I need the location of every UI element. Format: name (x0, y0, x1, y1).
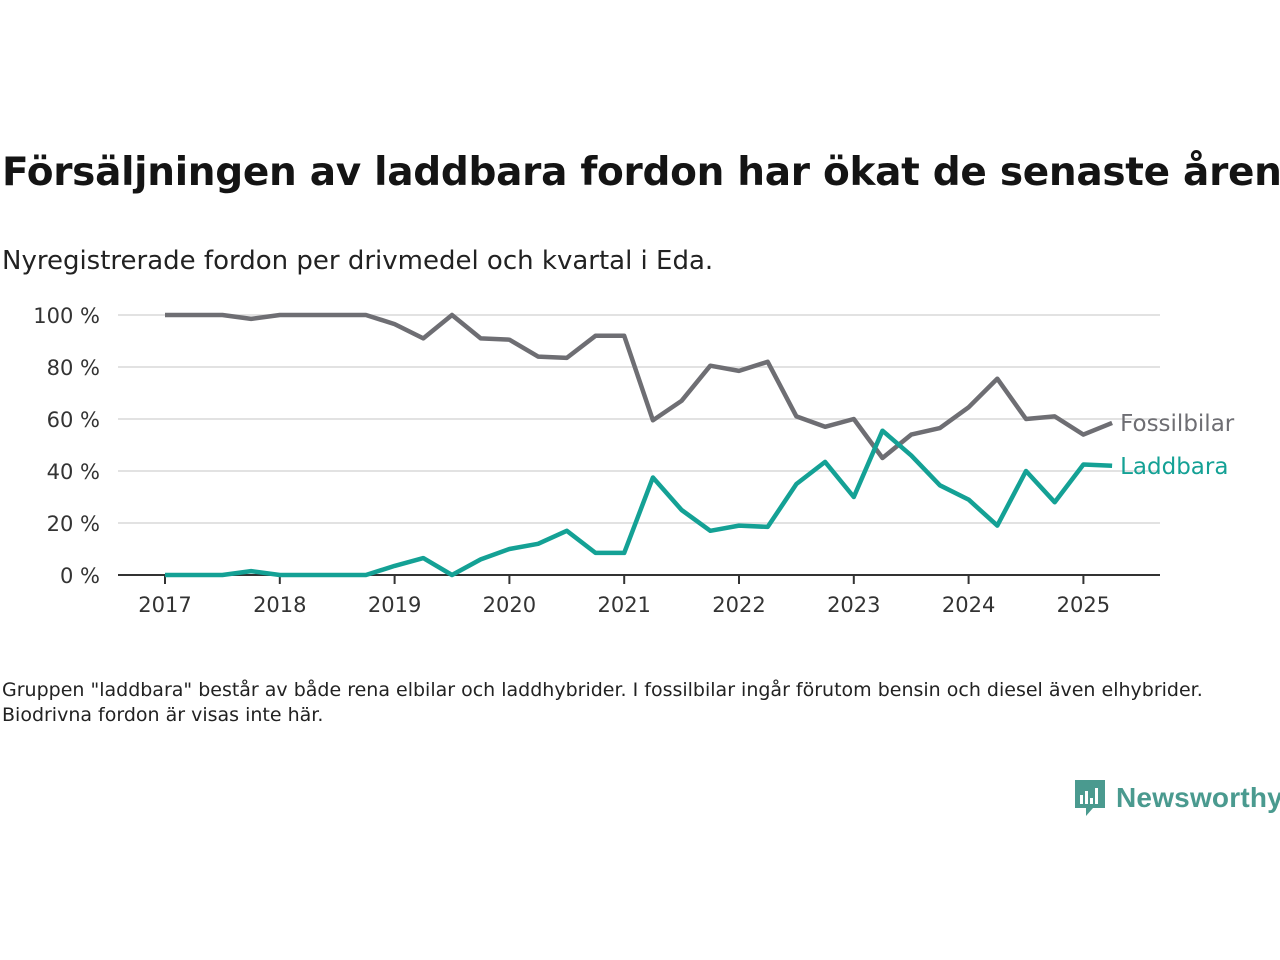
y-tick-label: 60 % (47, 408, 100, 432)
grid-lines (118, 314, 1160, 524)
newsworthy-logo-icon (1075, 780, 1105, 816)
y-tick-label: 100 % (33, 304, 100, 328)
x-tick-label: 2021 (597, 593, 650, 617)
series-labels: Fossilbilar Laddbara (1120, 411, 1235, 480)
series-line-fossilbilar (165, 312, 1113, 461)
chart-subtitle: Nyregistrerade fordon per drivmedel och … (2, 246, 714, 276)
x-tick-label: 2020 (483, 593, 536, 617)
series-label: Fossilbilar (1120, 411, 1235, 437)
x-tick-label: 2022 (712, 593, 765, 617)
y-tick-label: 0 % (60, 564, 100, 588)
x-tick-label: 2019 (368, 593, 421, 617)
footnote: Gruppen "laddbara" består av både rena e… (2, 679, 1203, 726)
brand-logo[interactable]: Newsworthy (1072, 776, 1280, 820)
line-chart: 0 % 20 % 40 % 60 % 80 % 100 % 2017 2018 2019 202… (33, 304, 1235, 617)
chart-title: Försäljningen av laddbara fordon har öka… (2, 150, 1280, 195)
x-tick-label: 2025 (1057, 593, 1110, 617)
y-tick-label: 40 % (47, 460, 100, 484)
brand-name: Newsworthy (1116, 782, 1280, 813)
y-tick-label: 80 % (47, 356, 100, 380)
x-tick-label: 2017 (138, 593, 191, 617)
x-tick-label: 2024 (942, 593, 995, 617)
x-axis: 2017 2018 2019 2020 2021 2022 2023 2024 2025 (118, 574, 1160, 617)
series-line-laddbara (165, 428, 1113, 578)
y-tick-label: 20 % (47, 512, 100, 536)
y-axis: 0 % 20 % 40 % 60 % 80 % 100 % (33, 304, 100, 588)
x-tick-label: 2018 (253, 593, 306, 617)
x-tick-label: 2023 (827, 593, 880, 617)
series-lines (165, 312, 1113, 578)
series-label: Laddbara (1120, 454, 1228, 480)
